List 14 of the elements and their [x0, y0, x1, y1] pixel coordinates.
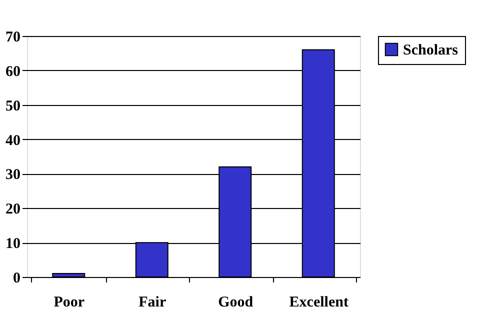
x-tick-label: Good	[218, 294, 254, 310]
y-tick-label: 20	[6, 202, 20, 218]
y-tick-label: 10	[6, 236, 20, 252]
y-tick-label: 70	[6, 30, 20, 46]
y-tick-label: 0	[13, 270, 20, 286]
bar	[52, 273, 86, 278]
y-tick-label: 50	[6, 98, 20, 114]
x-tick-label: Excellent	[289, 294, 348, 310]
y-tick-label: 60	[6, 64, 20, 80]
x-tick-label: Poor	[54, 294, 85, 310]
y-tick-label: 30	[6, 167, 20, 184]
legend-label: Scholars	[403, 42, 458, 58]
y-tick-label: 40	[6, 132, 20, 149]
x-tick-label: Fair	[138, 294, 166, 310]
